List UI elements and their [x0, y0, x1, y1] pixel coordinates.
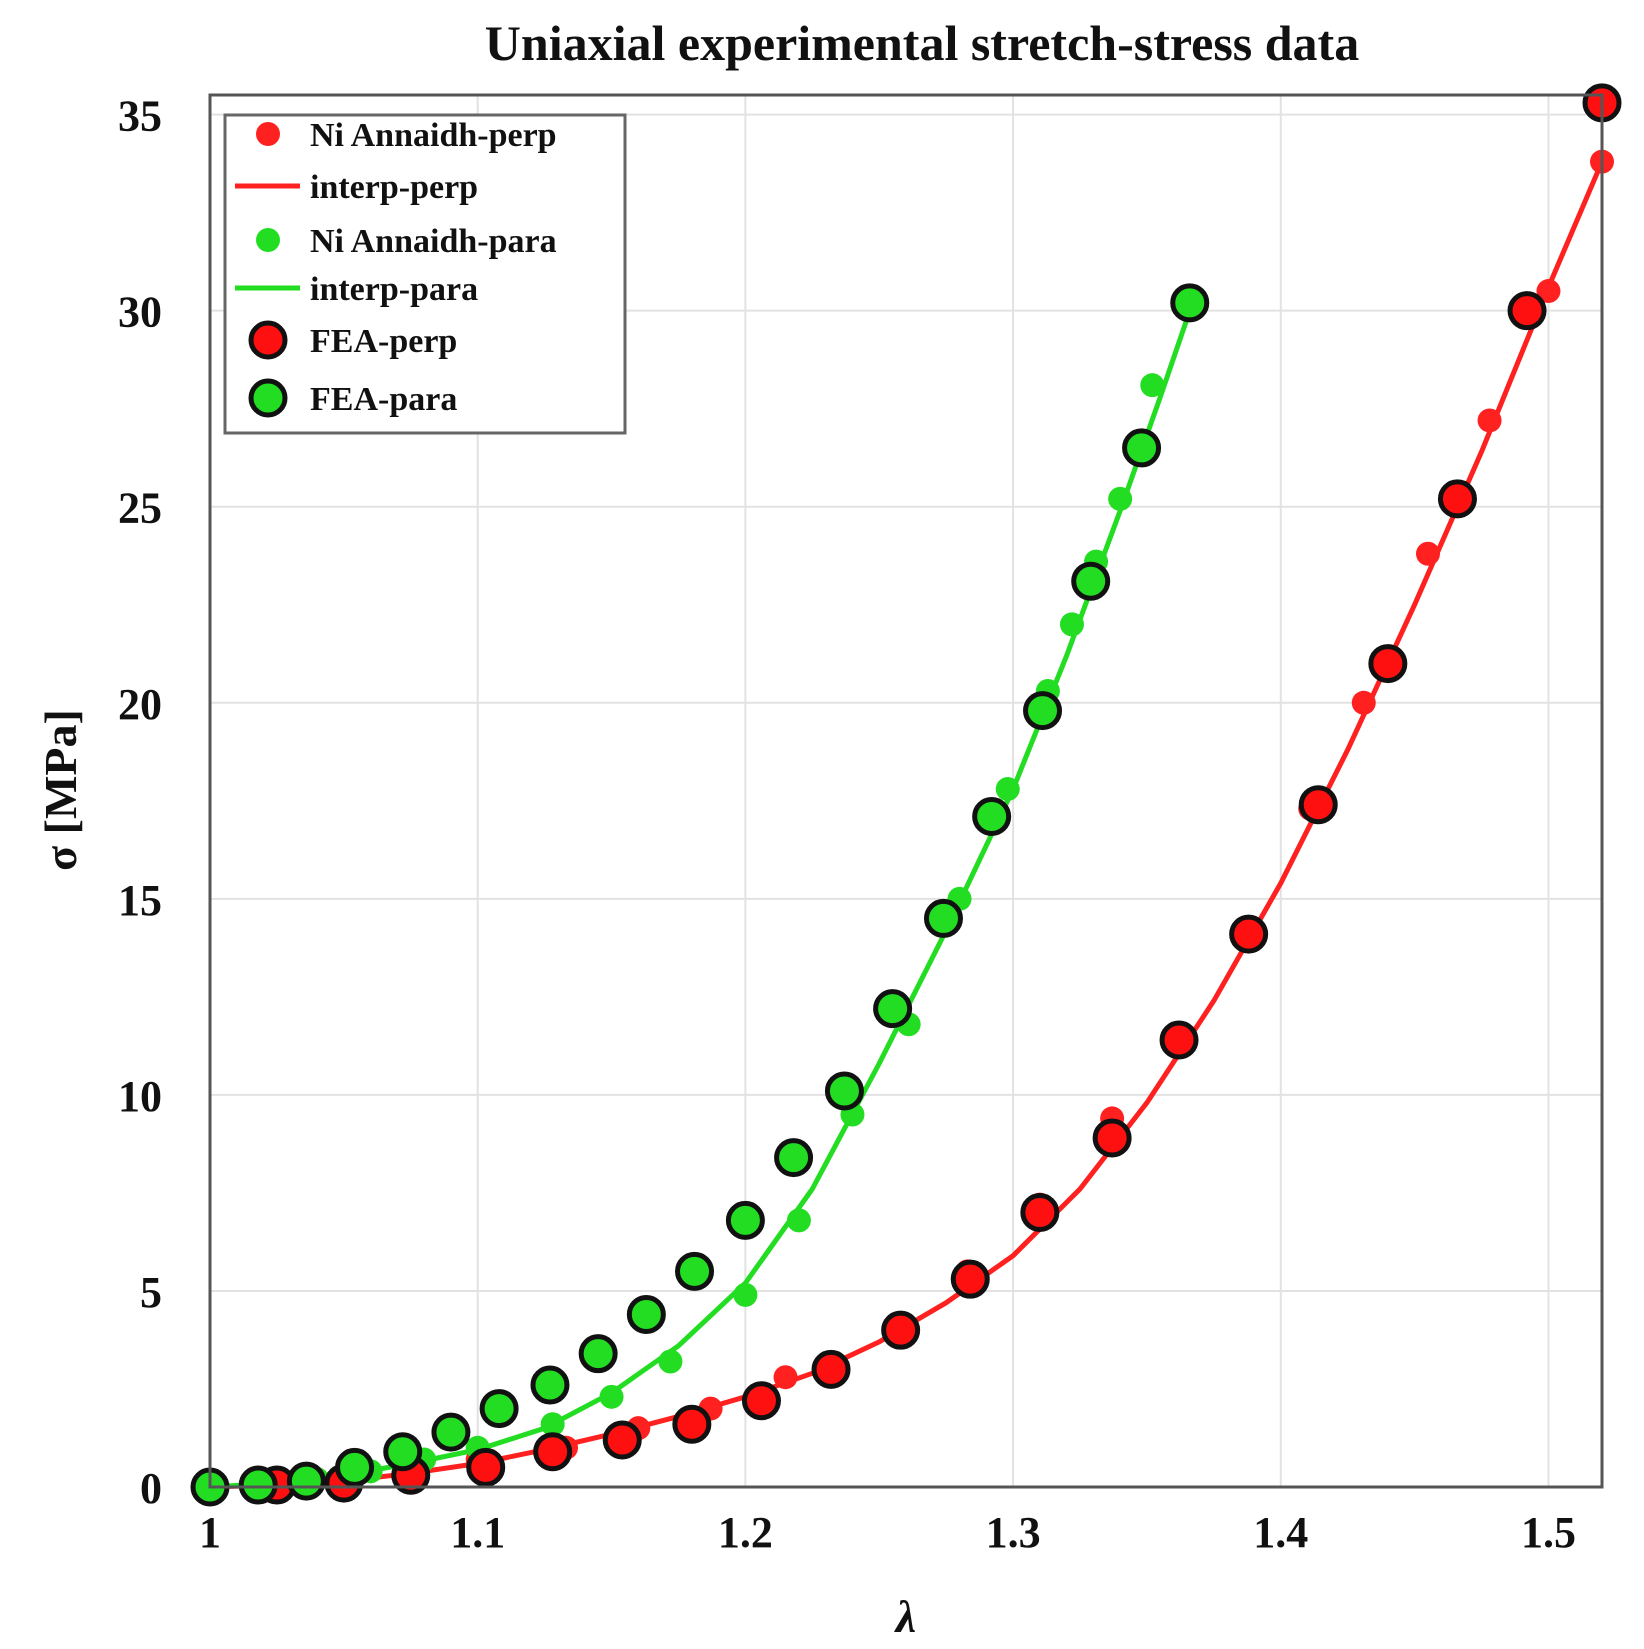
y-tick-label: 35: [118, 92, 162, 141]
legend-label-fea-perp: FEA-perp: [310, 323, 457, 360]
fea-marker-fea-perp: [466, 1447, 506, 1487]
data-point-ni-annaidh-para: [1059, 612, 1084, 637]
fea-marker-fea-para: [774, 1138, 814, 1178]
x-tick-label: 1.4: [1253, 1508, 1308, 1557]
fea-marker-fea-para: [286, 1461, 326, 1501]
legend-swatch-ni-annaidh-para: [256, 228, 280, 252]
chart-title: Uniaxial experimental stretch-stress dat…: [485, 15, 1359, 71]
data-point-ni-annaidh-para: [995, 777, 1020, 802]
fea-marker-fea-perp: [950, 1259, 990, 1299]
data-point-ni-annaidh-para: [599, 1384, 624, 1409]
fea-marker-fea-para: [824, 1071, 864, 1111]
fea-marker-fea-para: [530, 1365, 570, 1405]
fea-marker-fea-para: [1023, 691, 1063, 731]
fea-marker-fea-perp: [881, 1310, 921, 1350]
y-tick-label: 30: [118, 288, 162, 337]
legend-label-fea-para: FEA-para: [310, 381, 457, 418]
fea-marker-fea-para: [238, 1465, 278, 1505]
fea-marker-fea-para: [1170, 283, 1210, 323]
tick-labels: 1 1.1 1.2 1.3 1.4 1.5 0 5 10 15 20 25 30 35: [118, 92, 1576, 1557]
fea-marker-fea-para: [972, 796, 1012, 836]
legend-label-ni-annaidh-perp: Ni Annaidh-perp: [310, 117, 557, 154]
data-point-ni-annaidh-perp: [1477, 408, 1502, 433]
y-tick-label: 25: [118, 484, 162, 533]
data-point-ni-annaidh-perp: [1351, 690, 1376, 715]
legend-box: [223, 113, 627, 435]
x-tick-label: 1: [199, 1508, 221, 1557]
data-point-ni-annaidh-perp: [773, 1365, 798, 1390]
y-tick-label: 15: [118, 876, 162, 925]
x-tick-label: 1.2: [718, 1508, 773, 1557]
x-tick-label: 1.1: [450, 1508, 505, 1557]
legend-label-interp-perp: interp-perp: [310, 169, 478, 206]
fea-marker-fea-perp: [1159, 1020, 1199, 1060]
fea-marker-fea-para: [626, 1294, 666, 1334]
y-tick-label: 20: [118, 680, 162, 729]
legend-entries: Ni Annaidh-perp interp-perp Ni Annaidh-par…: [235, 117, 557, 418]
fea-marker-fea-para: [675, 1251, 715, 1291]
legend-label-interp-para: interp-para: [310, 271, 478, 308]
plot-frame: [208, 93, 1604, 1489]
fea-marker-fea-perp: [1020, 1193, 1060, 1233]
data-point-ni-annaidh-perp: [1416, 541, 1440, 566]
fea-marker-fea-para: [873, 989, 913, 1029]
fea-marker-fea-perp: [602, 1420, 642, 1460]
fea-marker-fea-para: [335, 1447, 375, 1487]
legend-label-ni-annaidh-para: Ni Annaidh-para: [310, 223, 557, 260]
fea-marker-fea-para: [923, 898, 963, 938]
legend: Ni Annaidh-perp interp-perp Ni Annaidh-par…: [223, 113, 627, 435]
data-point-ni-annaidh-para: [1140, 373, 1165, 398]
fea-marker-fea-para: [578, 1334, 618, 1374]
y-tick-label: 5: [140, 1268, 162, 1317]
y-tick-label: 10: [118, 1072, 162, 1121]
fea-marker-fea-para: [1122, 428, 1162, 468]
x-tick-label: 1.5: [1521, 1508, 1576, 1557]
legend-swatch-fea-perp: [248, 320, 288, 360]
data-point-ni-annaidh-perp: [1536, 279, 1561, 304]
fea-marker-fea-perp: [1368, 644, 1408, 684]
fea-marker-fea-perp: [1229, 914, 1269, 954]
fea-marker-fea-perp: [1507, 291, 1547, 331]
fea-marker-fea-para: [725, 1200, 765, 1240]
data-point-ni-annaidh-para: [733, 1282, 758, 1307]
fea-marker-fea-perp: [1298, 785, 1338, 825]
data-point-ni-annaidh-para: [540, 1412, 565, 1437]
fea-marker-fea-para: [479, 1389, 519, 1429]
fea-marker-fea-perp: [1437, 479, 1477, 519]
y-tick-label: 0: [140, 1464, 162, 1513]
fea-marker-fea-para: [431, 1412, 471, 1452]
x-axis-label: λ: [894, 1591, 916, 1642]
data-point-ni-annaidh-para: [786, 1208, 811, 1233]
data-point-ni-annaidh-para: [658, 1349, 683, 1374]
fea-marker-fea-perp: [672, 1404, 712, 1444]
fea-marker-fea-para: [1071, 561, 1111, 601]
x-tick-label: 1.3: [986, 1508, 1041, 1557]
legend-swatch-fea-para: [248, 378, 288, 418]
fea-marker-fea-perp: [741, 1381, 781, 1421]
fea-marker-fea-perp: [1092, 1118, 1132, 1158]
y-axis-label: σ [MPa]: [35, 709, 86, 871]
legend-swatch-ni-annaidh-perp: [256, 122, 280, 146]
fea-marker-fea-perp: [811, 1349, 851, 1389]
series-points: [190, 83, 1622, 1507]
fea-marker-fea-perp: [533, 1432, 573, 1472]
fea-marker-fea-para: [383, 1432, 423, 1472]
data-point-ni-annaidh-para: [1108, 486, 1133, 511]
